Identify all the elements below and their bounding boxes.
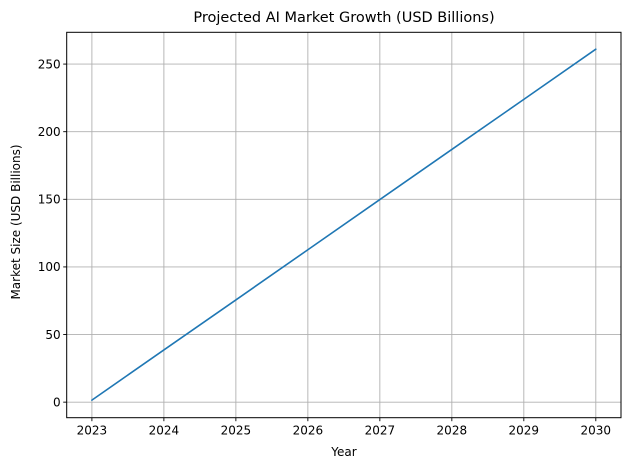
y-gridlines xyxy=(66,63,621,403)
series-line-market-size xyxy=(91,48,597,401)
x-axis-ticks: 2023 2024 2025 2026 2027 2028 2029 2030 xyxy=(77,417,612,438)
plot-frame xyxy=(66,31,622,419)
y-tick-label: 150 xyxy=(38,193,61,207)
y-tick-label: 100 xyxy=(38,260,61,274)
y-tick-label: 250 xyxy=(38,57,61,71)
x-tick-label: 2024 xyxy=(149,424,180,438)
chart-title: Projected AI Market Growth (USD Billions… xyxy=(193,10,494,26)
x-axis-label: Year xyxy=(330,445,356,459)
y-tick-label: 0 xyxy=(53,395,61,409)
x-tick-label: 2028 xyxy=(437,424,468,438)
x-tick-label: 2023 xyxy=(77,424,108,438)
y-axis-ticks: 0 50 100 150 200 250 xyxy=(38,57,67,409)
y-axis-label: Market Size (USD Billions) xyxy=(9,144,23,299)
x-tick-label: 2027 xyxy=(365,424,396,438)
y-tick-label: 200 xyxy=(38,125,61,139)
x-tick-label: 2029 xyxy=(509,424,540,438)
x-tick-label: 2030 xyxy=(581,424,612,438)
x-tick-label: 2026 xyxy=(293,424,324,438)
x-gridlines xyxy=(91,32,597,418)
y-tick-label: 50 xyxy=(45,328,60,342)
x-tick-label: 2025 xyxy=(221,424,252,438)
